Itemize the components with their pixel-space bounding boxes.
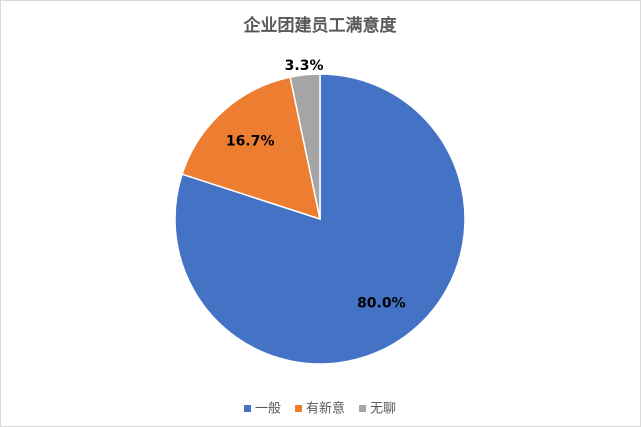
- legend-label: 有新意: [306, 401, 345, 417]
- chart-title: 企业团建员工满意度: [243, 15, 398, 36]
- data-label: 16.7%: [226, 133, 275, 149]
- legend-label: 无聊: [370, 402, 396, 417]
- pie-slice: [289, 73, 321, 220]
- legend-swatch: [294, 405, 302, 412]
- legend-swatch: [243, 405, 251, 412]
- data-label: 80.0%: [357, 295, 406, 311]
- data-label: 3.3%: [285, 58, 324, 74]
- legend-label: 一般: [255, 401, 281, 417]
- legend-swatch: [359, 405, 367, 412]
- pie-slice: [181, 76, 322, 221]
